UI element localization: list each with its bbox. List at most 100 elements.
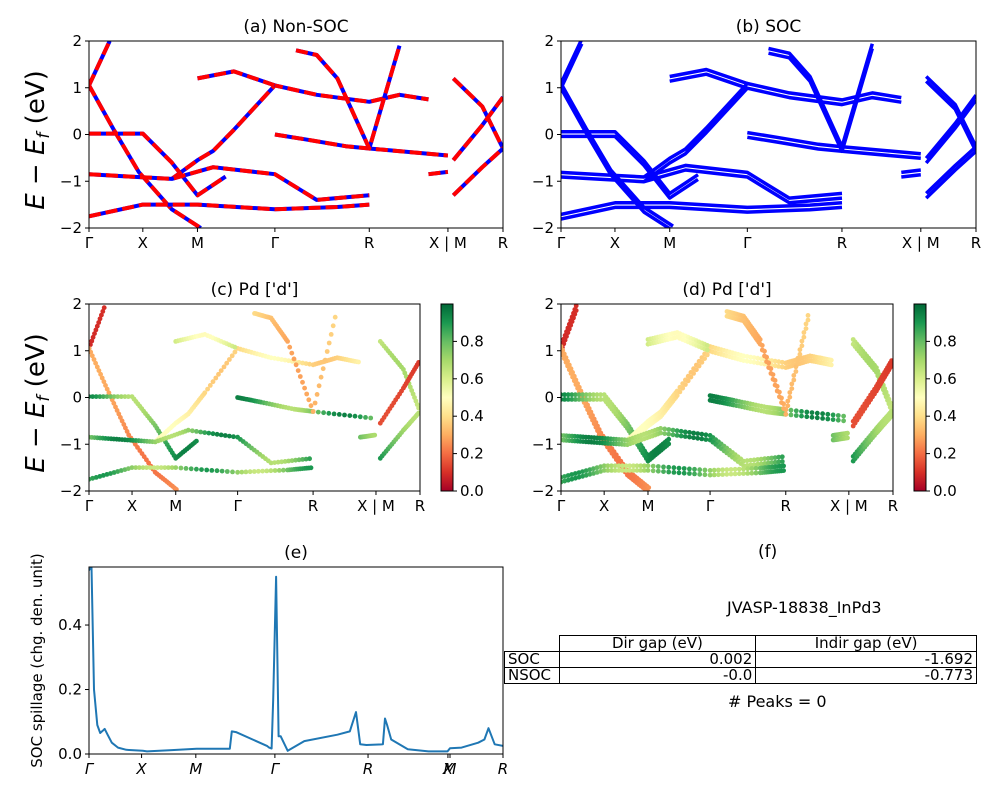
projection-point [100,309,106,314]
projection-point [889,408,893,414]
projection-point [93,475,99,480]
projection-point [674,393,680,398]
colorbar-tick-label: 0.4 [460,407,484,425]
projection-point [670,432,676,438]
projection-point [562,392,567,398]
band-line [669,67,748,86]
projection-point [308,403,314,409]
projection-point [769,460,775,465]
projection-point [571,378,577,384]
projection-point [683,382,688,387]
band-line-red [428,169,449,177]
projection-point [566,367,572,373]
projection-point [289,458,295,463]
projection-point [620,468,625,473]
panel-b: (b) SOC −2 −1 0 1 2 Γ X M Γ R X | M R [532,17,981,252]
x-tick-label: X [127,497,137,515]
projection-point [576,474,582,480]
projection-point [681,466,687,471]
projection-point [324,349,330,354]
projection-point [561,348,564,354]
projection-point [765,456,771,461]
projection-point [587,392,593,398]
x-tick-label: X | M [429,234,467,252]
projection-point [573,304,579,309]
projection-point [688,374,694,380]
projection-point [753,470,759,476]
band-line-red [295,45,402,151]
projection-point [104,394,110,399]
projection-point [695,431,701,436]
projection-point [634,463,640,469]
ylabel-bands-middle: E − Ef (eV) [12,333,52,473]
projection-point [666,464,672,470]
projection-point [206,430,212,436]
projection-point [804,414,810,420]
projection-point [243,469,249,475]
projection-point [645,468,651,473]
projection-point [692,471,697,477]
projection-point [658,426,663,431]
projection-point [711,472,717,478]
axes-frame [88,566,504,755]
projection-point [788,407,794,413]
projection-point [100,473,106,478]
projection-point [779,459,785,464]
projection-point [795,360,801,366]
projection-point [272,460,277,465]
projection-point [835,417,841,423]
projection-point [162,465,168,470]
projection-point [268,460,274,466]
projection-point [789,381,795,387]
projection-point [591,471,596,476]
projection-point [214,431,220,437]
projection-point [562,478,567,484]
projection-point [671,465,677,471]
x-tick-label: M [444,760,457,778]
projection-point [598,464,603,470]
projection-point [772,459,778,465]
y-tick-label: 1 [72,79,82,97]
projection-point [90,394,95,399]
projection-point [569,472,575,477]
colorbar-tick-label: 0.8 [933,332,957,350]
projection-point [641,468,647,473]
projection-point [703,432,709,438]
projection-point [561,356,567,361]
projection-point [741,471,746,476]
colorbar-tick-label: 0.2 [460,445,484,463]
x-tick-label: M [169,497,182,515]
projection-point [218,432,224,438]
panel-title: (b) SOC [736,17,802,37]
projection-point [264,468,270,474]
projection-point [272,468,278,473]
band-line [924,79,976,153]
projection-point [573,382,579,387]
projection-point [751,462,757,467]
projection-point [580,397,585,402]
projection-point [118,468,124,473]
projection-point [416,405,420,411]
projection-point [787,390,793,395]
projection-point [297,374,303,379]
band-line [561,168,843,205]
y-tick-label: 0.4 [58,616,82,634]
axes-frame [88,40,504,229]
projection-point [820,411,825,417]
projection-point [321,410,326,416]
band-line-red [274,132,449,158]
projection-point [728,471,734,477]
x-tick-label: X | M [830,497,868,515]
projection-point [306,397,312,403]
projection-point [368,415,374,421]
projection-point [744,458,750,464]
projection-point [759,347,765,353]
projection-point [791,373,797,378]
projection-point [641,463,647,469]
x-tick-label: Γ [233,497,242,515]
projection-point [799,409,804,414]
projection-point [583,468,589,473]
band-line-blue [89,165,370,202]
